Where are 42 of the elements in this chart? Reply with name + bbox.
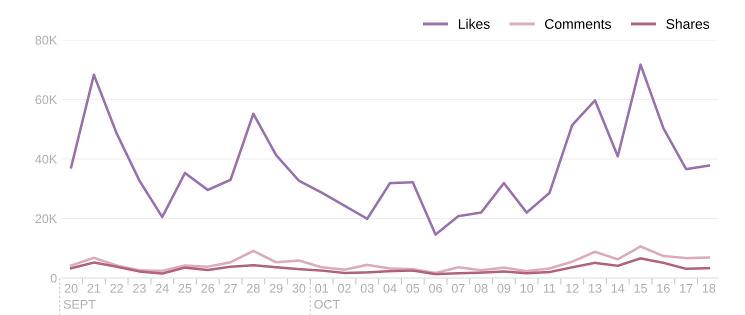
legend-label: Comments [545, 19, 611, 29]
x-tick-label: 09 [497, 284, 510, 293]
x-tick-label: 12 [566, 284, 579, 293]
x-tick-label: 20 [64, 284, 78, 293]
x-tick-label: 23 [133, 284, 146, 293]
x-tick-label: 08 [474, 284, 488, 293]
y-tick-label: 20K [36, 214, 57, 224]
line-series [70, 245, 710, 274]
x-tick-label: 16 [657, 284, 670, 293]
x-tick-label: 15 [634, 284, 647, 293]
text: OCT [314, 300, 340, 309]
x-tick-label: 27 [224, 284, 237, 293]
text: SEPT [64, 300, 96, 309]
x-tick-label: 04 [384, 284, 397, 293]
x-tick-label: 07 [452, 284, 465, 293]
x-tick-label: 24 [156, 284, 169, 293]
x-tick-label: 18 [702, 284, 716, 293]
x-tick-label: 03 [360, 284, 374, 293]
x-tick-label: 17 [680, 284, 692, 293]
x-tick-label: 11 [544, 284, 556, 293]
x-tick-label: 21 [88, 284, 100, 293]
legend-label: Likes [458, 18, 490, 29]
y-tick-label: 60K [36, 95, 57, 104]
x-tick-label: 14 [612, 284, 624, 293]
y-tick-label: 80K [35, 36, 57, 45]
y-tick-label: 0 [50, 274, 57, 283]
x-tick-label: 29 [270, 284, 282, 293]
x-tick-label: 22 [110, 284, 123, 293]
x-tick-label: 30 [292, 284, 306, 293]
x-tick-label: 02 [338, 284, 351, 293]
x-tick-label: 13 [589, 284, 602, 293]
x-tick-label: 01 [315, 284, 328, 293]
y-tick-label: 40K [35, 154, 57, 164]
line-series [70, 257, 710, 276]
x-tick-label: 06 [429, 284, 442, 293]
x-tick-label: 05 [406, 284, 420, 293]
x-tick-label: 10 [520, 284, 534, 293]
legend-label: Shares [666, 18, 710, 29]
x-tick-label: 26 [201, 284, 214, 293]
x-tick-label: 25 [178, 284, 192, 293]
x-tick-label: 28 [247, 284, 260, 293]
line-series [70, 63, 710, 236]
